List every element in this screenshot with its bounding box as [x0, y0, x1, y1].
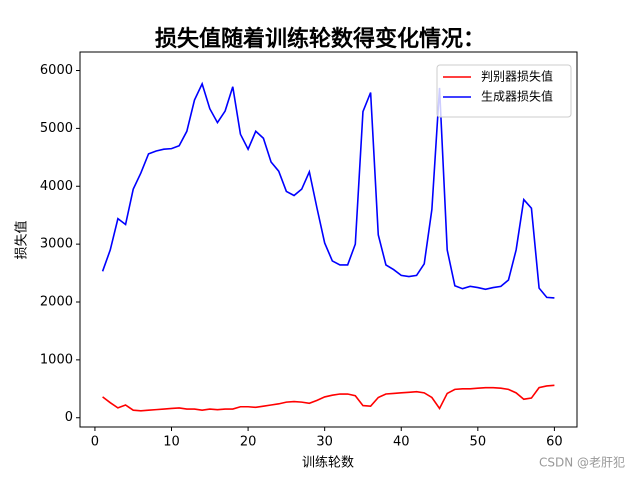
- legend-box: [436, 64, 572, 118]
- legend-label: 生成器损失值: [481, 89, 553, 104]
- x-tick-label: 20: [240, 435, 257, 450]
- chart-title: 损失值随着训练轮数得变化情况：: [155, 26, 485, 52]
- y-tick-label: 0: [65, 410, 73, 425]
- y-tick-label: 5000: [40, 121, 73, 136]
- y-tick-label: 2000: [40, 295, 73, 310]
- series-line: [102, 384, 555, 412]
- watermark: CSDN @老肝犯: [539, 456, 625, 470]
- series-line: [101, 81, 555, 299]
- x-tick-label: 0: [91, 435, 99, 450]
- x-tick-label: 50: [470, 435, 487, 450]
- legend-label: 判别器损失值: [481, 69, 553, 84]
- x-axis-label: 训练轮数: [302, 456, 354, 471]
- y-axis-label: 损失值: [14, 220, 30, 259]
- x-tick-label: 30: [316, 435, 333, 450]
- x-tick-label: 60: [546, 435, 563, 450]
- x-tick-label: 40: [393, 435, 410, 450]
- plot-frame: [79, 51, 578, 428]
- y-tick-label: 4000: [40, 179, 73, 194]
- y-tick-label: 3000: [40, 237, 73, 252]
- y-tick-label: 1000: [40, 352, 73, 367]
- x-tick-label: 10: [163, 435, 180, 450]
- y-tick-label: 6000: [40, 63, 73, 78]
